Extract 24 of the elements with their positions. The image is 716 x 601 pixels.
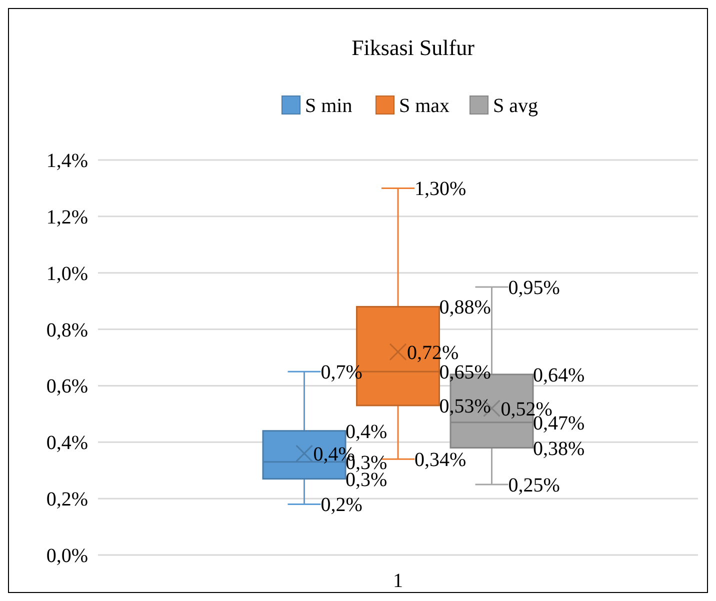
y-tick-label: 1,2% <box>46 206 88 228</box>
x-tick-label: 1 <box>393 570 403 592</box>
text: 0,34% <box>414 449 466 472</box>
text: 0,88% <box>439 296 491 319</box>
y-tick-label: 0,0% <box>46 545 88 567</box>
text: 0,64% <box>533 364 585 386</box>
legend-label: S max <box>399 95 450 117</box>
y-tick-label: 0,4% <box>46 432 88 454</box>
text: 0,95% <box>508 276 560 299</box>
y-tick-label: 0,2% <box>46 488 88 511</box>
text: 0,2% <box>320 494 362 516</box>
legend-label: S avg <box>493 95 538 117</box>
text: 0,38% <box>533 438 585 460</box>
text: 0,4% <box>346 420 388 443</box>
y-tick-label: 1,4% <box>46 150 88 172</box>
text: 0,65% <box>439 362 491 384</box>
legend-label: S min <box>305 95 352 117</box>
y-tick-label: 0,8% <box>46 319 88 342</box>
text: 0,25% <box>508 474 560 496</box>
text: 1,30% <box>414 178 466 200</box>
y-tick-label: 1,0% <box>46 262 88 285</box>
text: 0,53% <box>439 395 491 418</box>
chart-title: Fiksasi Sulfur <box>352 35 476 60</box>
y-tick-label: 0,6% <box>46 376 88 398</box>
